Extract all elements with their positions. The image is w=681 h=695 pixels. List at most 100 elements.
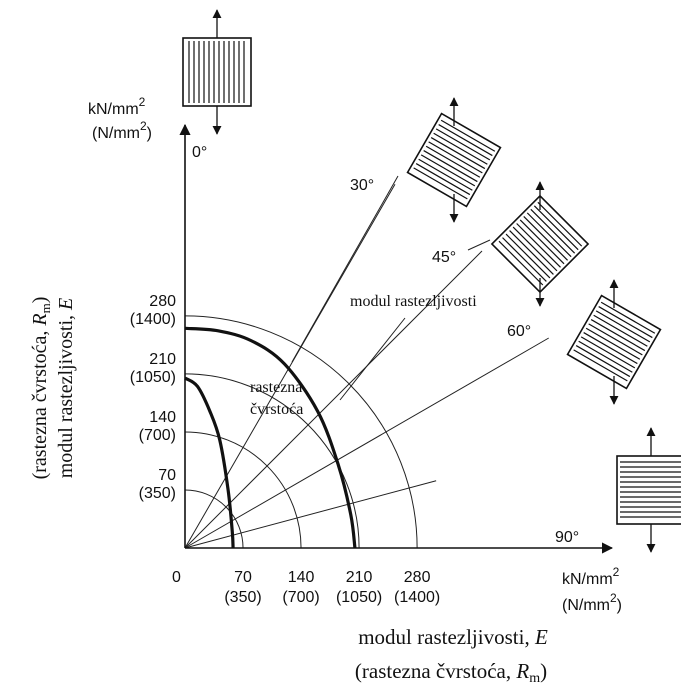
curve-rastezna: [184, 376, 235, 549]
angle-ray-30: [184, 184, 396, 549]
fiber-line: [423, 150, 478, 183]
angle-rays: [184, 184, 549, 549]
specimen-45: [490, 181, 590, 307]
specimen-frame: [566, 294, 662, 390]
annotation-rastezna-1: rastezna: [250, 379, 302, 396]
fiber-line: [533, 205, 579, 251]
y-tick-sub-210: (1050): [130, 369, 176, 386]
fiber-line: [418, 158, 473, 191]
y-tick-70: 70: [158, 467, 176, 484]
fiber-line: [505, 233, 551, 279]
fiber-line: [526, 212, 572, 258]
specimen-square: [406, 112, 502, 208]
x-tick-70: 70: [234, 569, 252, 586]
fiber-line: [512, 226, 558, 272]
fiber-line: [438, 124, 493, 157]
specimen-square: [616, 455, 681, 525]
x-angle-label: 90°: [555, 529, 579, 546]
fiber-line: [598, 306, 653, 339]
angle-ray-60: [184, 337, 549, 549]
fiber-line: [583, 332, 638, 365]
leader-45: [467, 239, 491, 251]
fiber-line: [433, 132, 488, 165]
y-axis-title-line1: (rastezna čvrstoća, Rm): [29, 297, 53, 480]
fiber-line: [590, 319, 646, 352]
fiber-line: [516, 223, 561, 268]
x-axis-title-line2: (rastezna čvrstoća, Rm): [355, 659, 547, 686]
fiber-line: [537, 201, 583, 247]
fiber-line: [588, 323, 643, 356]
y-tick-labels: 70(350) 140(700) 210(1050) 280(1400): [130, 293, 176, 502]
property-curves: [184, 326, 357, 549]
specimen-icons: [182, 9, 681, 553]
origin-label: 0: [172, 569, 181, 586]
x-tick-140: 140: [288, 569, 315, 586]
fiber-line: [509, 230, 554, 275]
fiber-line: [425, 145, 481, 178]
y-tick-210: 210: [149, 351, 176, 368]
x-tick-sub-70: (350): [224, 589, 261, 606]
leader-modul: [339, 317, 406, 401]
fiber-line: [593, 314, 648, 347]
x-tick-labels: 70 (350) 140 (700) 210 (1050) 280 (1400): [224, 569, 440, 606]
y-tick-sub-280: (1400): [130, 311, 176, 328]
specimen-30: [406, 97, 502, 223]
specimen-0: [182, 9, 252, 135]
specimen-frame: [616, 455, 681, 525]
fiber-line: [428, 141, 483, 174]
y-tick-280: 280: [149, 293, 176, 310]
angle-ray-75: [184, 480, 437, 549]
angle-label-45: 45°: [432, 249, 456, 266]
angle-label-30: 30°: [350, 177, 374, 194]
fiber-line: [413, 167, 468, 200]
annotation-leaders: [291, 175, 491, 401]
specimen-frame: [406, 112, 502, 208]
specimen-frame: [490, 194, 590, 294]
annotation-modul: modul rastezljivosti: [350, 293, 477, 310]
fiber-line: [502, 237, 547, 282]
y-tick-sub-140: (700): [139, 427, 176, 444]
specimen-60: [566, 279, 662, 405]
x-unit-bottom: (N/mm2): [562, 591, 622, 614]
specimen-square: [566, 294, 662, 390]
y-tick-sub-70: (350): [139, 485, 176, 502]
leader-30: [291, 175, 399, 363]
fiber-line: [575, 345, 631, 378]
y-axis-title-line2: modul rastezljivosti, E: [55, 298, 77, 479]
angle-ray-45: [184, 250, 483, 549]
fiber-line: [519, 219, 565, 265]
fiber-line: [420, 154, 476, 187]
specimen-90: [616, 427, 681, 553]
fiber-line: [523, 215, 569, 261]
specimen-square: [490, 194, 590, 294]
fiber-line: [578, 340, 633, 373]
specimen-square: [182, 37, 252, 107]
fiber-line: [573, 349, 628, 382]
x-unit-top: kN/mm2: [562, 565, 620, 588]
fiber-line: [585, 327, 641, 360]
fiber-line: [415, 163, 471, 196]
fiber-line: [530, 208, 576, 254]
x-axis-title-line1: modul rastezljivosti, E: [358, 625, 548, 649]
y-tick-140: 140: [149, 409, 176, 426]
fiber-line: [498, 240, 544, 286]
specimen-frame: [182, 37, 252, 107]
fiber-line: [430, 137, 486, 170]
x-tick-sub-210: (1050): [336, 589, 382, 606]
angle-label-60: 60°: [507, 323, 531, 340]
x-tick-sub-140: (700): [282, 589, 319, 606]
y-unit-bottom: (N/mm2): [92, 119, 152, 142]
fiber-line: [595, 310, 651, 343]
curve-modul: [184, 326, 357, 549]
y-unit-top: kN/mm2: [88, 95, 146, 118]
x-tick-280: 280: [404, 569, 431, 586]
x-tick-210: 210: [346, 569, 373, 586]
y-angle-label: 0°: [192, 144, 207, 161]
fiber-line: [440, 119, 496, 152]
annotation-rastezna-2: čvrstoća: [250, 401, 303, 418]
fiber-line: [435, 128, 491, 161]
fiber-line: [600, 301, 656, 334]
fiber-line: [580, 336, 636, 369]
x-tick-sub-280: (1400): [394, 589, 440, 606]
